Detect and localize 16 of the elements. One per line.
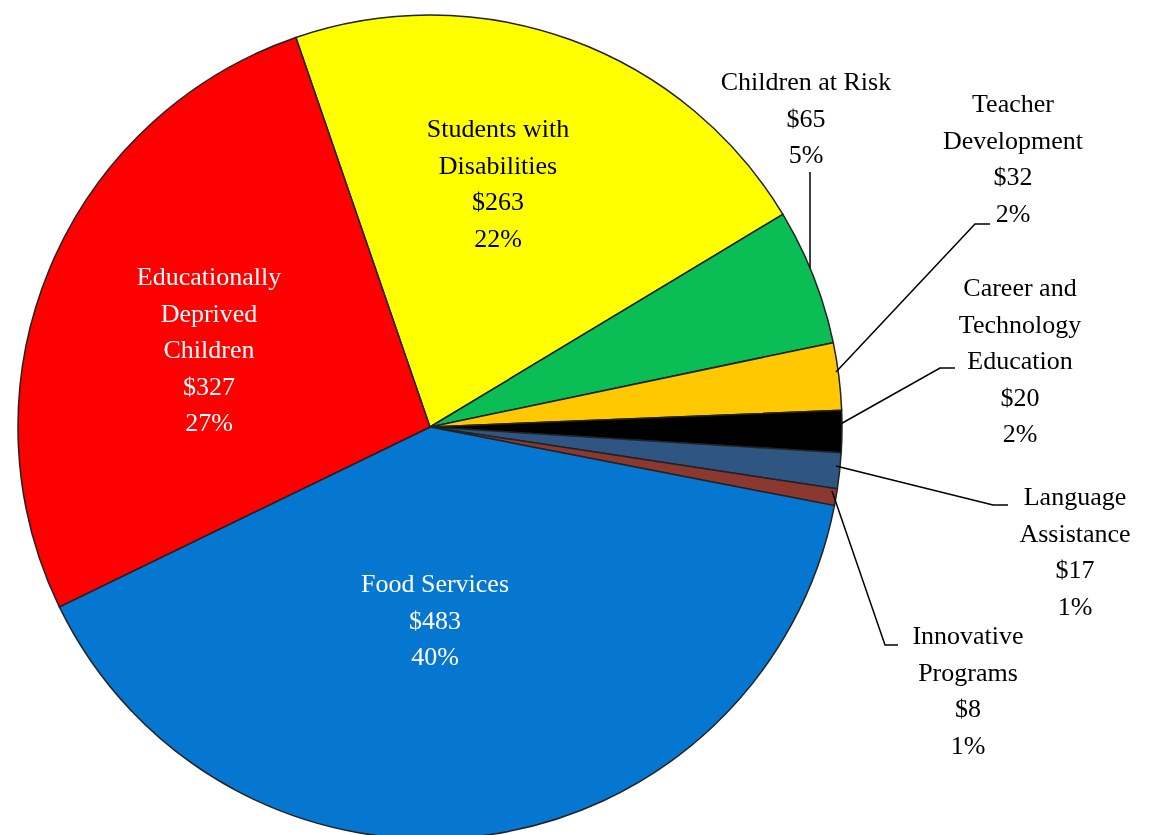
data-label: $483 40% bbox=[409, 605, 461, 671]
slice-label: Educationally Deprived Children bbox=[136, 262, 282, 364]
data-label: $8 1% bbox=[950, 694, 986, 760]
data-label: $32 2% bbox=[993, 162, 1033, 228]
data-label: $65 5% bbox=[786, 103, 826, 169]
data-label: $327 27% bbox=[183, 371, 235, 437]
data-label: $263 22% bbox=[472, 187, 524, 253]
data-label: $17 1% bbox=[1055, 555, 1095, 621]
data-label: $20 2% bbox=[1000, 382, 1040, 448]
slice-label: Students with Disabilities bbox=[426, 114, 570, 180]
slice-label: Career and Technology Education bbox=[958, 273, 1082, 375]
slice-label: Language Assistance bbox=[1019, 482, 1131, 548]
slice-label: Children at Risk bbox=[720, 67, 892, 96]
slice-label: Innovative Programs bbox=[912, 621, 1024, 687]
slice-label: Teacher Development bbox=[942, 89, 1084, 155]
slice-label: Food Services bbox=[360, 569, 510, 598]
